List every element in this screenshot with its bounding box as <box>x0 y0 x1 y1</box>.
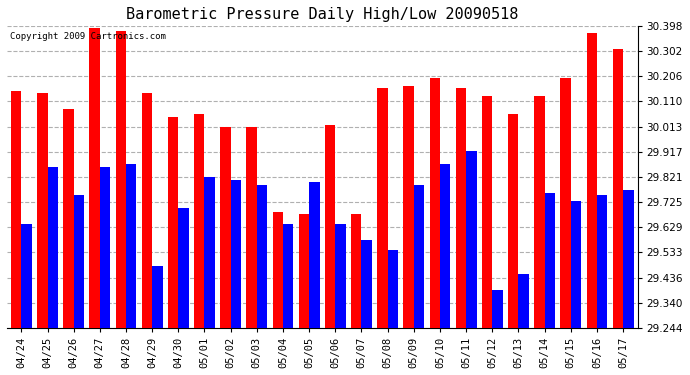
Bar <box>325 125 335 328</box>
Bar <box>178 209 189 328</box>
Bar <box>74 195 84 328</box>
Bar <box>141 93 152 328</box>
Bar <box>492 290 503 328</box>
Bar <box>63 109 74 328</box>
Bar <box>152 266 163 328</box>
Bar <box>11 91 21 328</box>
Bar <box>273 212 283 328</box>
Bar <box>246 128 257 328</box>
Bar <box>508 114 518 328</box>
Bar <box>429 78 440 328</box>
Bar <box>388 251 398 328</box>
Bar <box>377 88 388 328</box>
Bar <box>518 274 529 328</box>
Bar <box>115 31 126 328</box>
Bar <box>482 96 492 328</box>
Bar <box>440 164 451 328</box>
Bar <box>90 28 100 328</box>
Bar <box>586 33 597 328</box>
Bar <box>21 224 32 328</box>
Bar <box>230 180 241 328</box>
Bar <box>37 93 48 328</box>
Bar <box>351 214 362 328</box>
Bar <box>257 185 267 328</box>
Bar <box>335 224 346 328</box>
Bar <box>466 151 477 328</box>
Bar <box>220 128 230 328</box>
Bar <box>571 201 581 328</box>
Bar <box>597 195 607 328</box>
Bar <box>455 88 466 328</box>
Bar <box>544 193 555 328</box>
Bar <box>126 164 137 328</box>
Bar <box>534 96 544 328</box>
Bar <box>204 177 215 328</box>
Bar <box>283 224 293 328</box>
Bar <box>309 182 319 328</box>
Bar <box>100 166 110 328</box>
Bar <box>623 190 633 328</box>
Bar <box>362 240 372 328</box>
Bar <box>404 86 414 328</box>
Bar <box>560 78 571 328</box>
Bar <box>194 114 204 328</box>
Bar <box>299 214 309 328</box>
Bar <box>613 49 623 328</box>
Title: Barometric Pressure Daily High/Low 20090518: Barometric Pressure Daily High/Low 20090… <box>126 7 518 22</box>
Bar <box>168 117 178 328</box>
Bar <box>414 185 424 328</box>
Bar <box>48 166 58 328</box>
Text: Copyright 2009 Cartronics.com: Copyright 2009 Cartronics.com <box>10 32 166 41</box>
